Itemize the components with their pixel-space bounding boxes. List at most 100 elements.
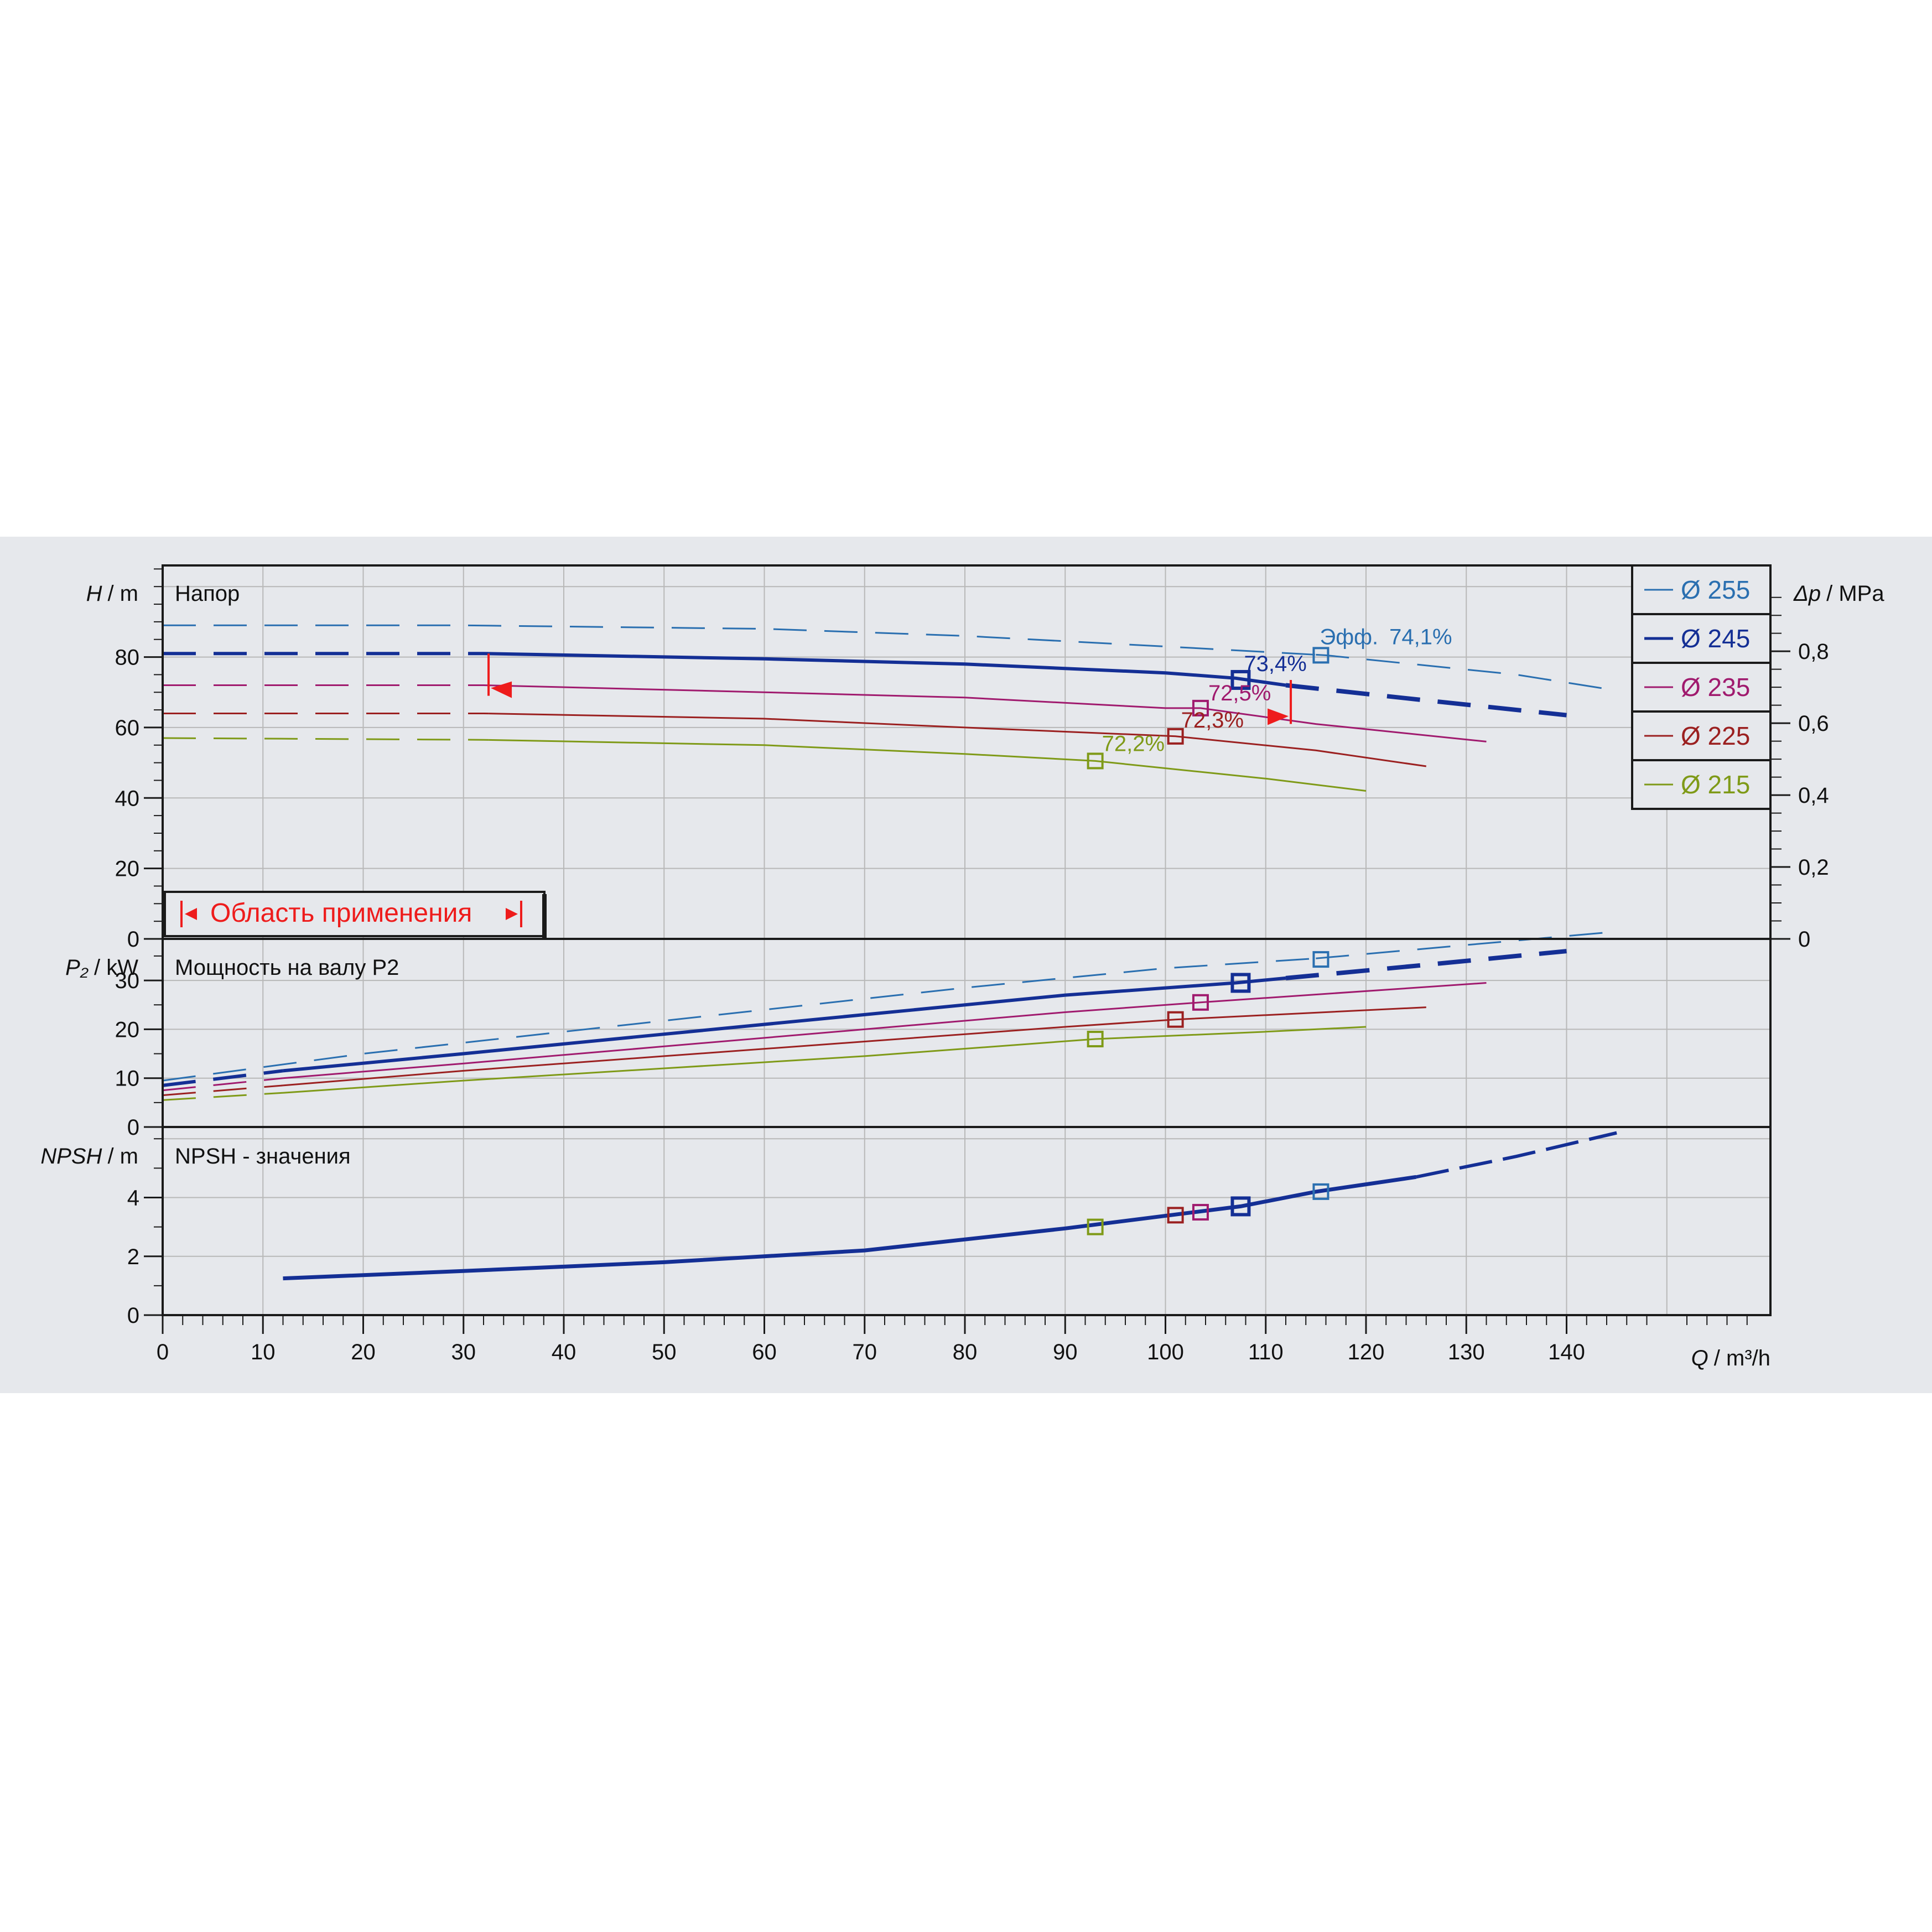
- legend-label-d215: Ø 215: [1681, 770, 1750, 799]
- bep-marker-head-d255: [1312, 647, 1329, 664]
- right-tick-label: 0: [1798, 927, 1810, 952]
- series-lines: [162, 624, 1617, 1281]
- series-line-dashed-d255: [1316, 653, 1617, 692]
- npsh-panel-title: NPSH - значения: [175, 1144, 351, 1168]
- x-tick-label: 110: [1248, 1340, 1284, 1364]
- legend-label-d235: Ø 235: [1681, 673, 1750, 702]
- efficiency-label-d255: Эфф. 74,1%: [1320, 625, 1452, 649]
- y-tick-label: 0: [127, 1303, 139, 1328]
- x-axis-label: Q / m³/h: [1691, 1346, 1770, 1370]
- x-tick-label: 100: [1147, 1340, 1184, 1364]
- dp-axis-unit: / MPa: [1826, 581, 1884, 606]
- dp-axis-label-var: Δp: [1793, 581, 1821, 606]
- x-tick-label: 50: [652, 1340, 677, 1364]
- right-tick-label: 0,8: [1798, 640, 1829, 664]
- npsh-axis-label: NPSH / m: [40, 1144, 138, 1168]
- series-line-d215: [283, 1026, 1367, 1094]
- bep-marker-head-d235: [1192, 699, 1209, 716]
- series-line-dashed-d215: [162, 1092, 283, 1101]
- npsh-line-dashed: [1415, 1131, 1617, 1179]
- bep-marker-npsh-d225: [1167, 1207, 1184, 1224]
- legend-label-d245: Ø 245: [1681, 624, 1750, 653]
- npsh-axis-label-var: NPSH: [40, 1144, 102, 1168]
- series-line-d235: [489, 684, 1487, 742]
- x-tick-label: 0: [157, 1340, 169, 1364]
- bep-marker-head-d225: [1167, 728, 1184, 745]
- series-line-dashed-d255: [163, 624, 1316, 656]
- series-line-d245: [283, 976, 1286, 1073]
- y-tick-label: 10: [115, 1067, 140, 1091]
- efficiency-label-d245: 73,4%: [1244, 652, 1306, 676]
- head-axis-unit: / m: [107, 581, 138, 606]
- application-range-box-shadow: [542, 894, 547, 938]
- bep-marker-npsh-d215: [1087, 1218, 1104, 1235]
- bep-marker-npsh-d235: [1192, 1204, 1209, 1221]
- power-panel-title: Мощность на валу P2: [175, 955, 399, 980]
- application-range-label: Область применения: [210, 899, 472, 928]
- x-tick-label: 30: [451, 1340, 476, 1364]
- grid: [163, 565, 1770, 1315]
- x-tick-label: 130: [1448, 1340, 1485, 1364]
- y-tick-label: 0: [127, 1115, 139, 1140]
- x-tick-label: 70: [853, 1340, 877, 1364]
- bep-marker-npsh-d245: [1230, 1196, 1251, 1217]
- series-line-d225: [283, 1006, 1426, 1087]
- bep-marker-power-d235: [1192, 994, 1209, 1011]
- right-tick-label: 0,6: [1798, 711, 1829, 736]
- series-line-d245: [489, 652, 1286, 687]
- legend: Область применения Ø 255 Ø 245 Ø 235 Ø 225 Ø …: [164, 564, 1772, 938]
- head-axis-label-var: H: [86, 581, 102, 606]
- dp-axis-label: Δp / MPa: [1793, 581, 1884, 606]
- y-tick-label: 60: [115, 716, 140, 740]
- power-axis-label: P₂ / kW: [65, 955, 138, 980]
- x-tick-label: 10: [251, 1340, 276, 1364]
- efficiency-prefix: Эфф.: [1320, 625, 1378, 649]
- right-tick-label: 0,2: [1798, 855, 1829, 880]
- series-line-dashed-d245: [1285, 683, 1567, 718]
- head-panel-title: Напор: [175, 581, 240, 606]
- axes: [144, 564, 1790, 1334]
- series-line-d235: [283, 982, 1487, 1079]
- application-range-left-flag: [491, 681, 512, 698]
- efficiency-value: 74,1%: [1389, 625, 1452, 649]
- y-tick-label: 80: [115, 646, 140, 670]
- series-line-d225: [489, 713, 1427, 767]
- application-range-arrow-left: [185, 908, 197, 920]
- y-tick-label: 40: [115, 786, 140, 811]
- x-tick-label: 80: [953, 1340, 978, 1364]
- bep-marker-power-d215: [1087, 1031, 1104, 1048]
- head-axis-label: H / m: [86, 581, 138, 606]
- power-axis-label-var: P₂: [65, 955, 89, 980]
- legend-label-d255: Ø 255: [1681, 575, 1750, 604]
- bep-markers: [487, 647, 1329, 1235]
- bep-marker-power-d225: [1167, 1011, 1184, 1028]
- series-line-dashed-d215: [162, 737, 489, 741]
- bep-marker-head-d215: [1087, 752, 1104, 770]
- application-range-right-flag: [1268, 708, 1289, 725]
- x-tick-label: 140: [1548, 1340, 1585, 1364]
- efficiency-label-d225: 72,3%: [1181, 708, 1244, 733]
- efficiency-label-d235: 72,5%: [1208, 681, 1271, 705]
- y-tick-label: 30: [115, 969, 140, 993]
- bep-marker-npsh-d255: [1312, 1183, 1329, 1200]
- series-line-dashed-d235: [162, 1077, 283, 1092]
- series-line-dashed-d225: [162, 1084, 283, 1097]
- series-line-dashed-d245: [162, 1069, 283, 1087]
- power-axis-unit: / kW: [94, 955, 138, 980]
- x-tick-label: 20: [351, 1340, 376, 1364]
- y-tick-label: 2: [127, 1245, 139, 1269]
- y-tick-label: 0: [127, 927, 139, 952]
- application-range-box: [164, 891, 546, 937]
- series-line-dashed-d245: [1285, 949, 1567, 980]
- npsh-axis-unit: / m: [107, 1144, 138, 1168]
- x-tick-label: 40: [552, 1340, 577, 1364]
- x-tick-label: 120: [1348, 1340, 1385, 1364]
- efficiency-label-d215: 72,2%: [1102, 731, 1165, 756]
- y-tick-label: 20: [115, 1017, 140, 1042]
- series-line-d215: [489, 739, 1367, 792]
- plot-area: [163, 565, 1770, 1315]
- x-axis-unit: / m³/h: [1714, 1346, 1770, 1370]
- y-tick-label: 4: [127, 1186, 139, 1211]
